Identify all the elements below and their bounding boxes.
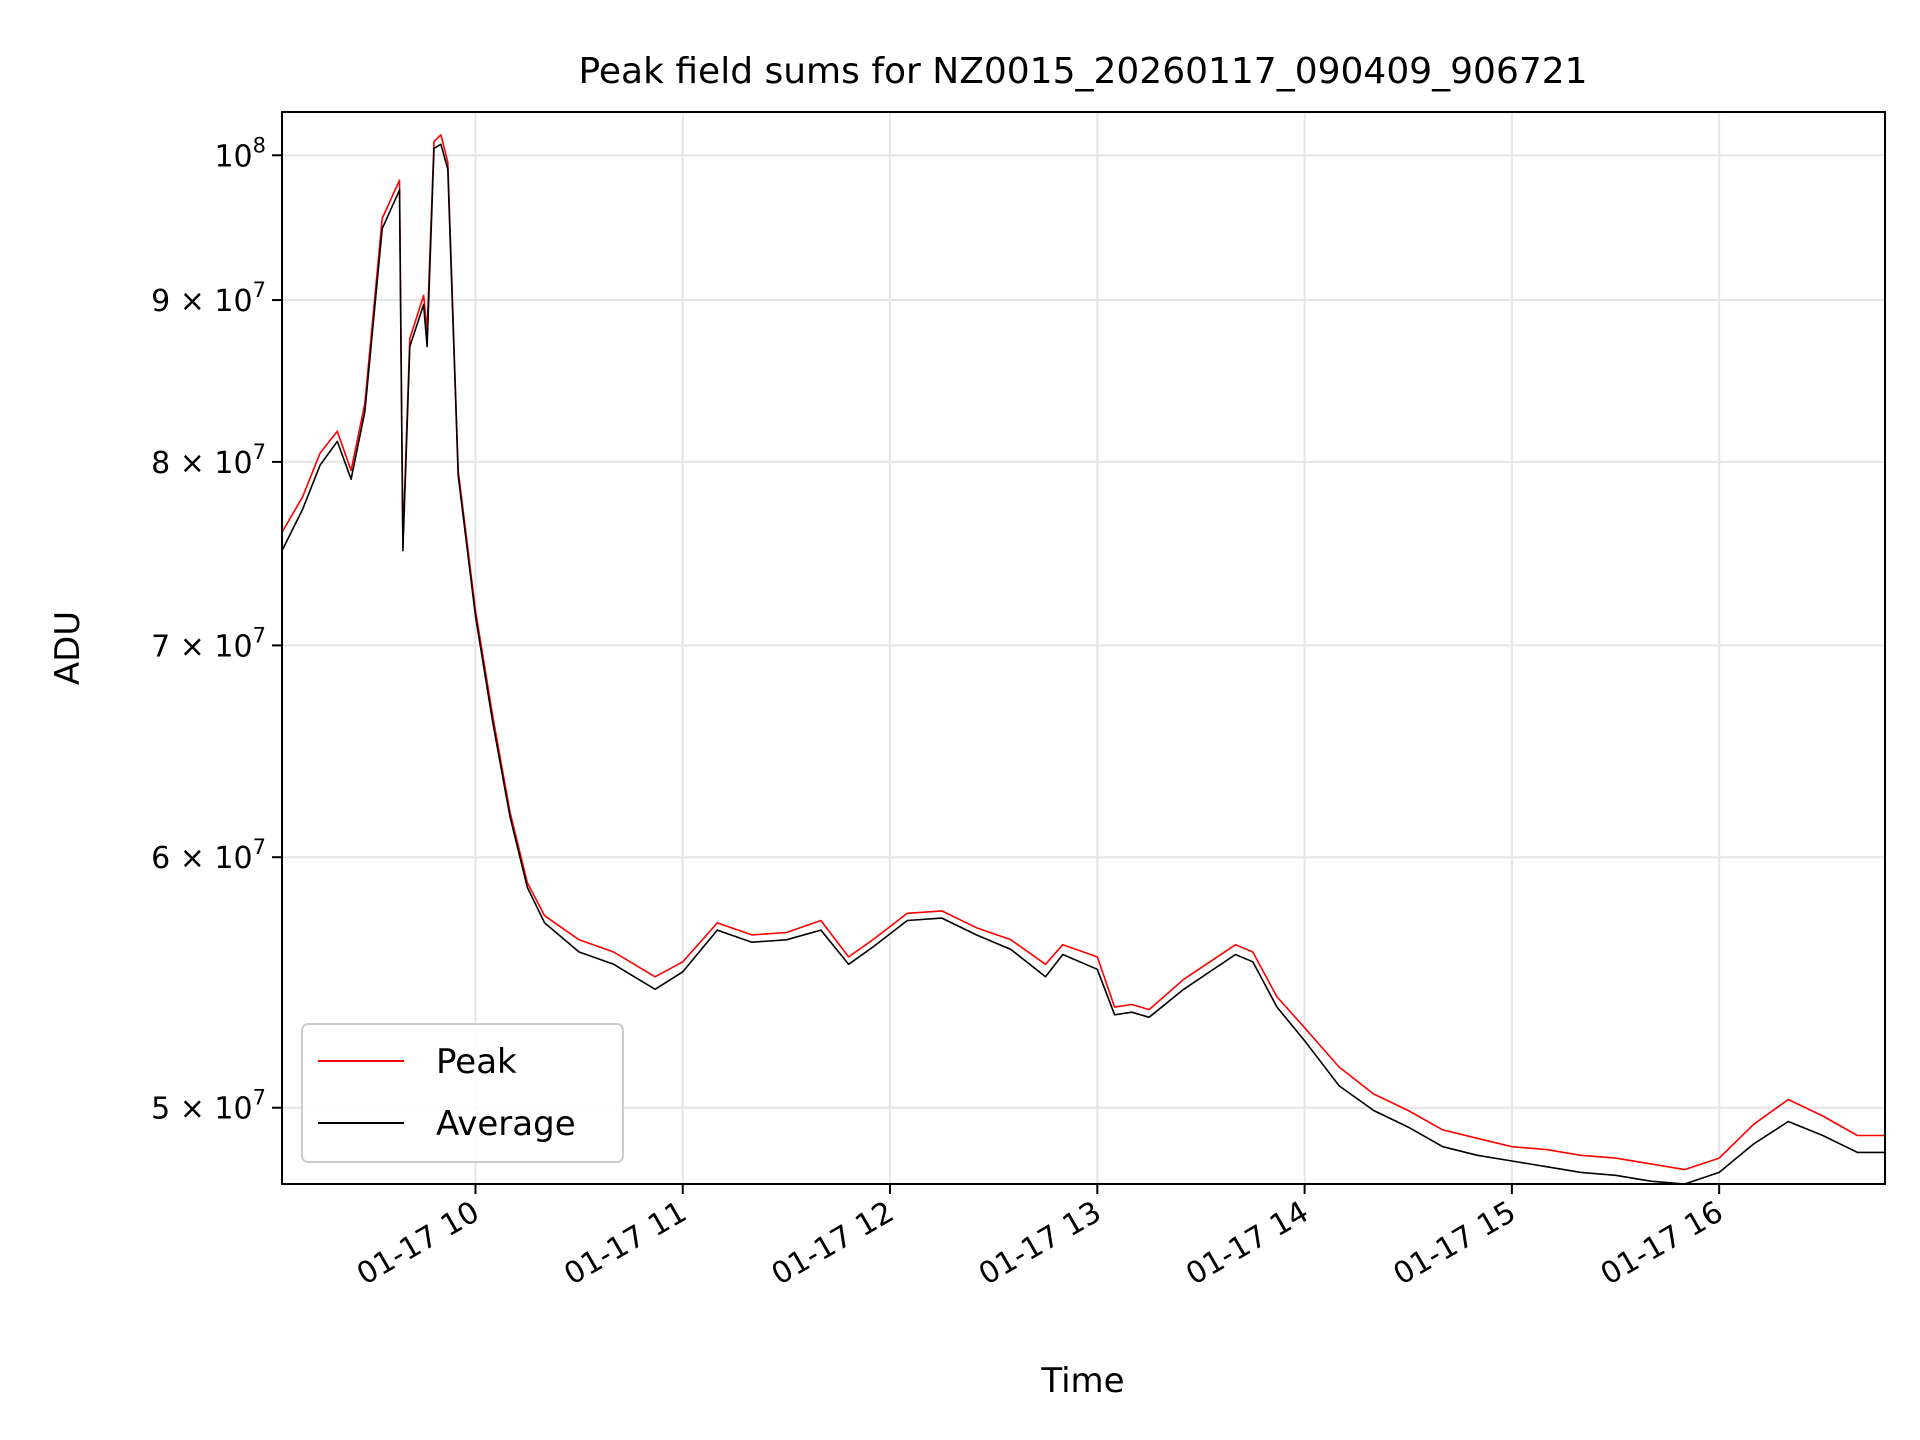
legend-label-average: Average [436,1104,576,1144]
chart-title: Peak field sums for NZ0015_20260117_0904… [578,51,1587,92]
y-tick-label: 8 × 107 [151,440,266,481]
y-tick-label: 6 × 107 [151,835,266,876]
y-tick-label: 9 × 107 [151,278,266,319]
y-tick-label: 5 × 107 [151,1086,266,1127]
legend-box [301,1023,624,1163]
plot-frame [281,111,1886,1185]
y-axis-label: ADU [48,611,88,685]
x-axis-label: Time [1040,1361,1124,1401]
series-layer [282,134,1885,1184]
series-line-average [282,143,1885,1184]
legend-label-peak: Peak [436,1042,517,1082]
y-tick-label: 7 × 107 [151,623,266,664]
grid [282,112,1885,1184]
legend: Peak Average [301,1023,624,1163]
series-line-peak [282,134,1885,1171]
